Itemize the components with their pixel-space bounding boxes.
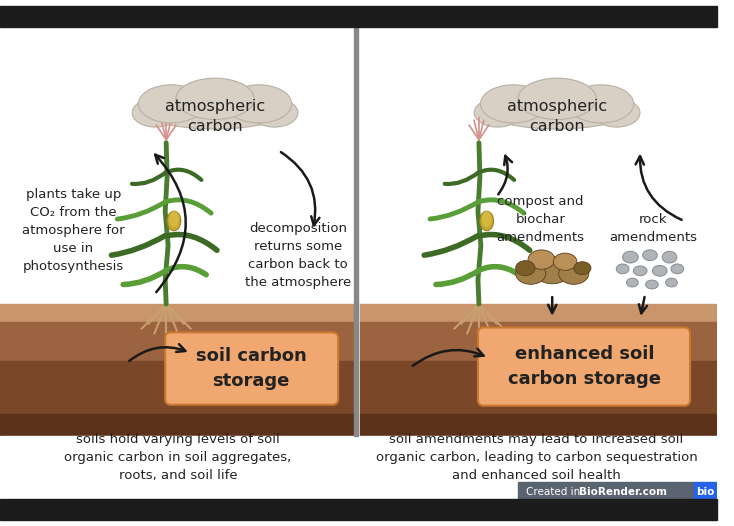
Bar [360,321,717,361]
FancyBboxPatch shape [478,328,690,406]
Bar [518,482,694,501]
Ellipse shape [574,262,591,275]
Bar [360,304,717,321]
Text: atmospheric
carbon: atmospheric carbon [507,99,607,134]
Ellipse shape [251,98,298,127]
Ellipse shape [516,261,535,276]
Text: soil carbon
storage: soil carbon storage [196,347,307,390]
Ellipse shape [226,85,291,123]
Ellipse shape [176,78,254,119]
FancyBboxPatch shape [165,332,338,404]
Ellipse shape [627,278,639,287]
Bar [0,6,717,27]
Text: bio: bio [697,487,715,497]
Ellipse shape [516,263,546,285]
Text: soil amendments may lead to increased soil
organic carbon, leading to carbon seq: soil amendments may lead to increased so… [376,433,697,482]
Ellipse shape [646,280,658,289]
Ellipse shape [534,257,571,284]
Bar [694,482,717,501]
Ellipse shape [480,211,493,231]
Ellipse shape [482,211,492,227]
Ellipse shape [169,211,179,227]
Text: rock
amendments: rock amendments [609,213,697,244]
Bar [360,414,717,436]
Ellipse shape [487,94,628,129]
Ellipse shape [671,264,683,274]
Bar [0,499,717,520]
Ellipse shape [167,211,181,231]
Ellipse shape [139,85,204,123]
Bar [354,27,357,436]
Ellipse shape [518,78,596,119]
Bar [0,436,717,494]
Text: soils hold varying levels of soil
organic carbon in soil aggregates,
roots, and : soils hold varying levels of soil organi… [65,433,291,482]
Text: atmospheric
carbon: atmospheric carbon [165,99,265,134]
Ellipse shape [617,264,629,274]
Text: decomposition
returns some
carbon back to
the atmosphere: decomposition returns some carbon back t… [245,221,352,289]
Ellipse shape [568,85,633,123]
Text: BioRender.com: BioRender.com [578,487,666,497]
Text: compost and
biochar
amendments: compost and biochar amendments [496,195,584,244]
Bar [0,414,354,436]
Ellipse shape [474,98,521,127]
Ellipse shape [528,250,555,269]
Ellipse shape [666,278,677,287]
Ellipse shape [622,251,639,263]
Bar [0,321,354,361]
Ellipse shape [481,85,546,123]
Ellipse shape [553,253,577,270]
Ellipse shape [145,94,286,129]
Bar [0,304,354,321]
Ellipse shape [653,266,667,276]
Bar [0,361,354,414]
Text: enhanced soil
carbon storage: enhanced soil carbon storage [508,345,661,388]
Ellipse shape [643,250,658,260]
Ellipse shape [662,251,677,263]
Ellipse shape [559,263,589,285]
Text: Created in: Created in [526,487,584,497]
Ellipse shape [132,98,179,127]
Ellipse shape [633,266,647,276]
Bar [360,361,717,414]
Text: plants take up
CO₂ from the
atmosphere for
use in
photosynthesis: plants take up CO₂ from the atmosphere f… [22,188,125,273]
Ellipse shape [593,98,640,127]
